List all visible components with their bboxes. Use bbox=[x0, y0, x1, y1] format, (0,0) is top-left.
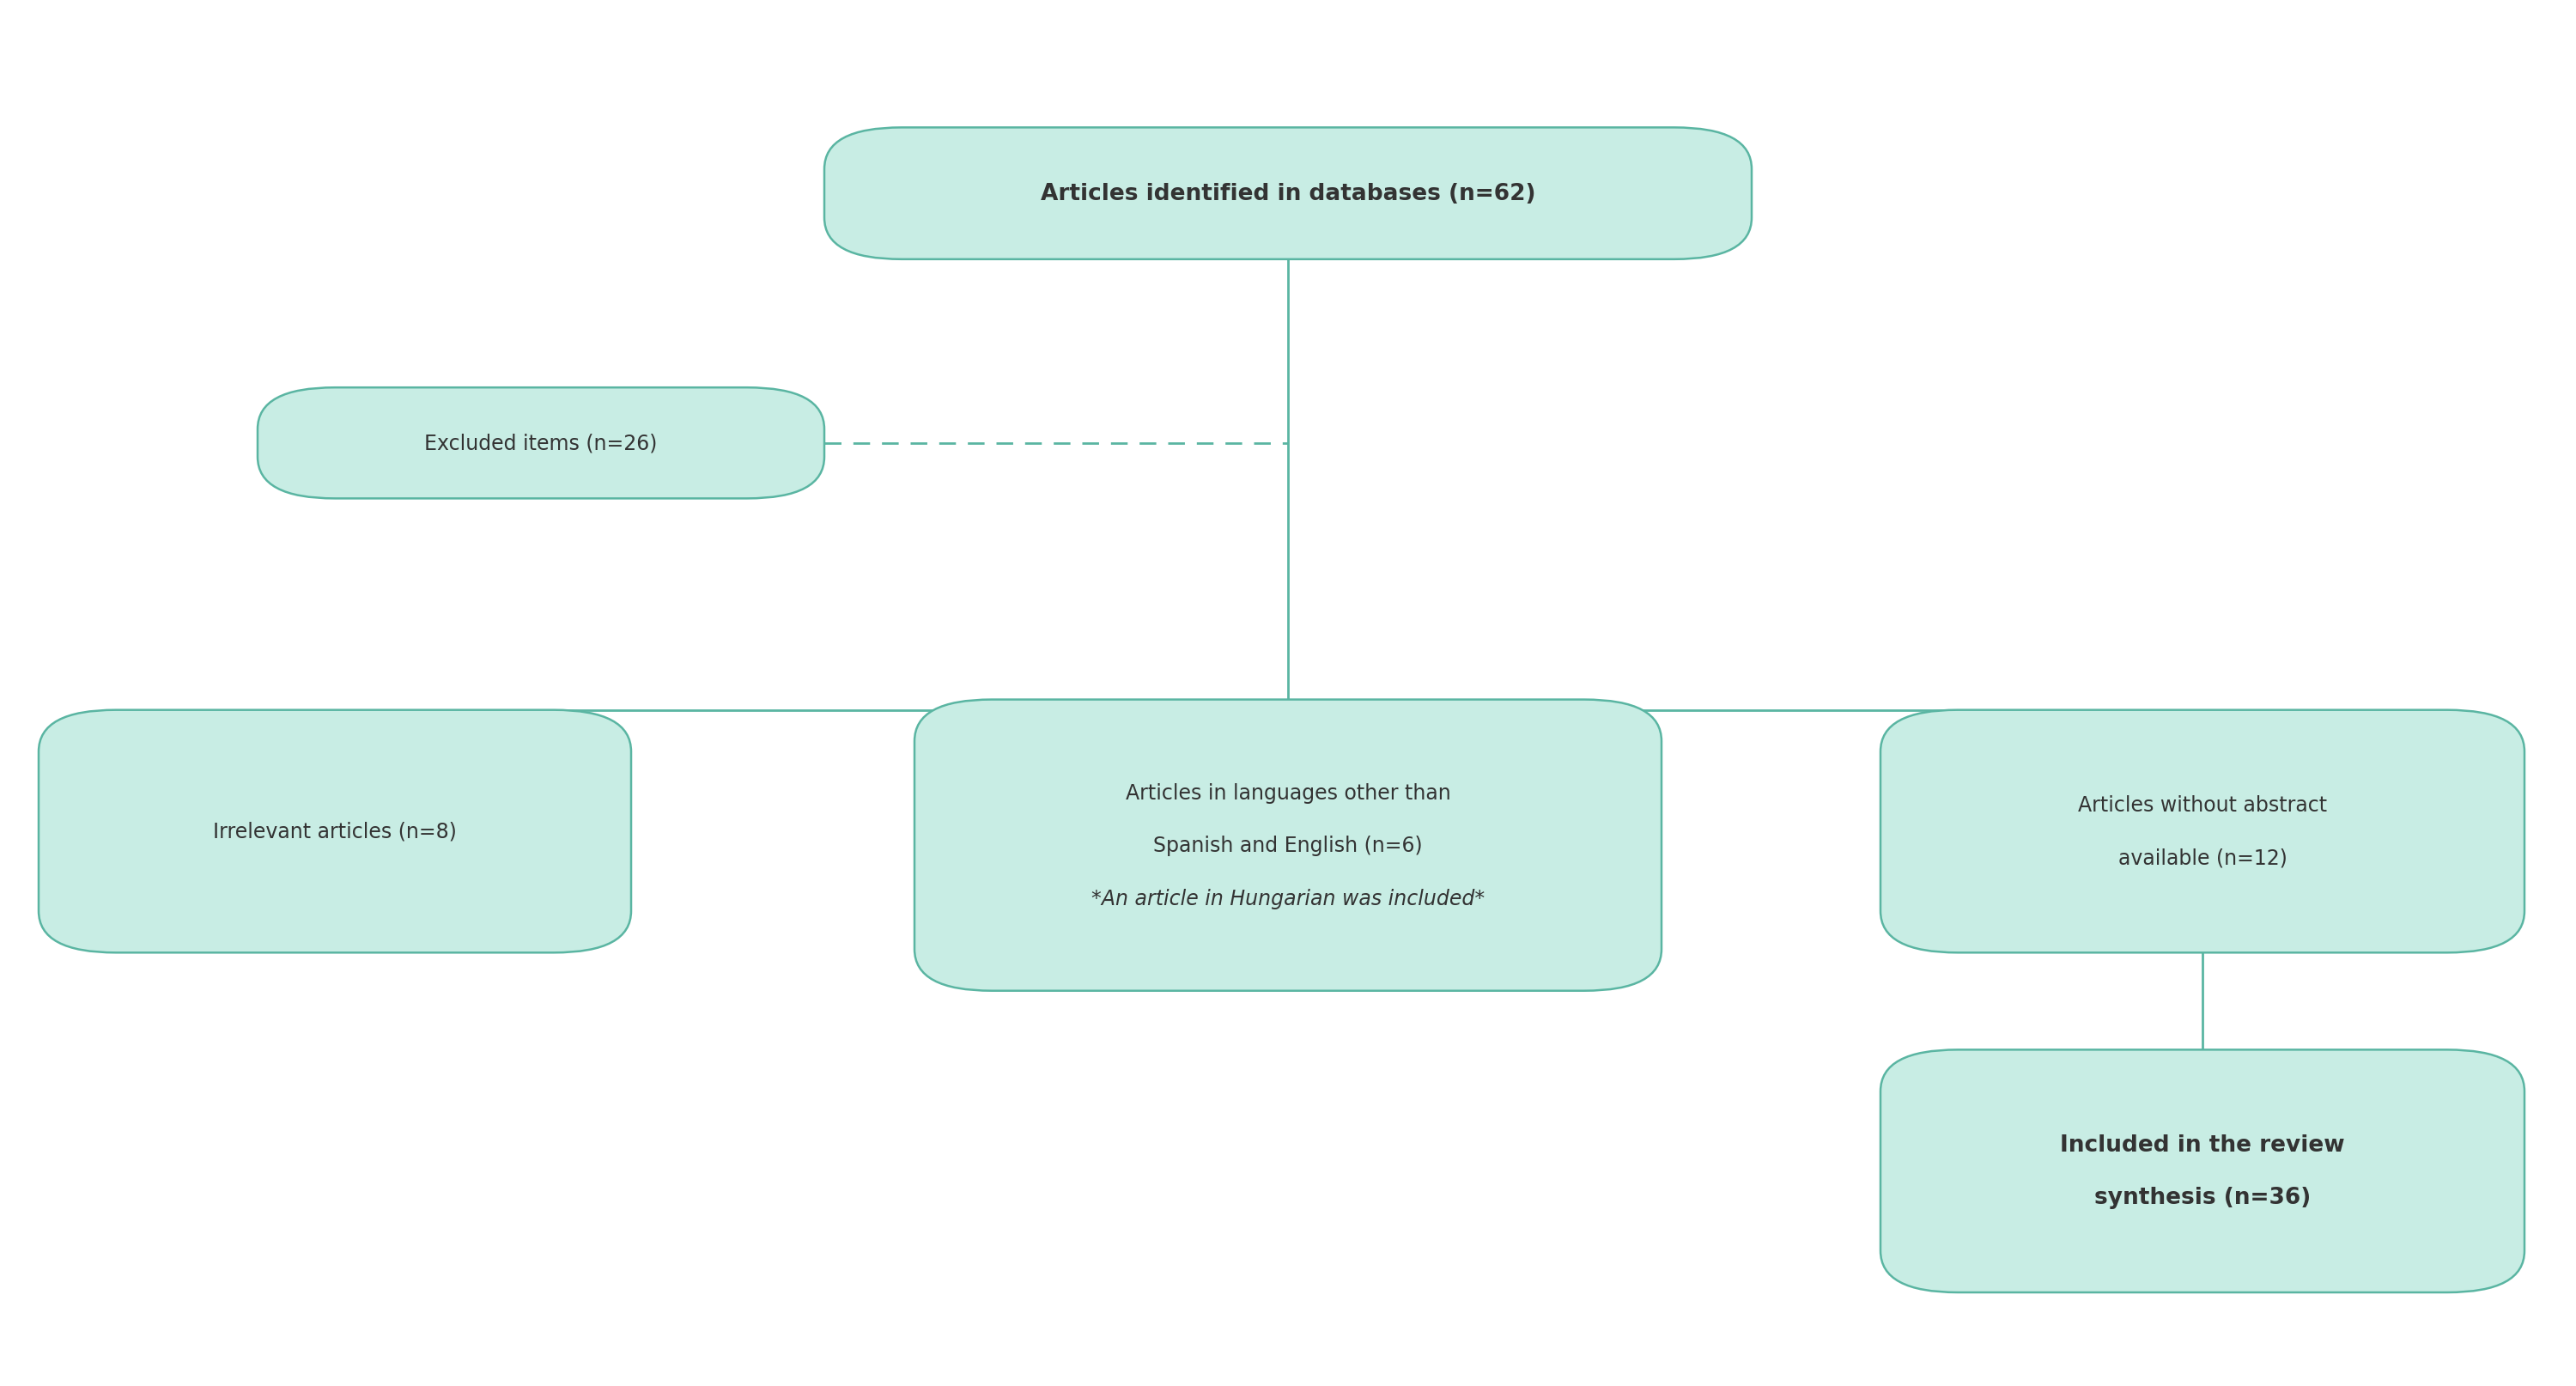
FancyBboxPatch shape bbox=[1880, 1051, 2524, 1292]
Text: Articles identified in databases (n=62): Articles identified in databases (n=62) bbox=[1041, 183, 1535, 205]
Text: Spanish and English (n=6): Spanish and English (n=6) bbox=[1154, 836, 1422, 855]
FancyBboxPatch shape bbox=[258, 388, 824, 499]
Text: Included in the review: Included in the review bbox=[2061, 1134, 2344, 1156]
FancyBboxPatch shape bbox=[1880, 711, 2524, 954]
Text: synthesis (n=36): synthesis (n=36) bbox=[2094, 1186, 2311, 1209]
Text: Articles without abstract: Articles without abstract bbox=[2079, 796, 2326, 815]
Text: *An article in Hungarian was included*: *An article in Hungarian was included* bbox=[1092, 888, 1484, 908]
FancyBboxPatch shape bbox=[39, 711, 631, 954]
Text: Excluded items (n=26): Excluded items (n=26) bbox=[425, 434, 657, 453]
Text: available (n=12): available (n=12) bbox=[2117, 848, 2287, 868]
FancyBboxPatch shape bbox=[914, 700, 1662, 991]
Text: Irrelevant articles (n=8): Irrelevant articles (n=8) bbox=[214, 822, 456, 841]
Text: Articles in languages other than: Articles in languages other than bbox=[1126, 783, 1450, 802]
FancyBboxPatch shape bbox=[824, 129, 1752, 261]
